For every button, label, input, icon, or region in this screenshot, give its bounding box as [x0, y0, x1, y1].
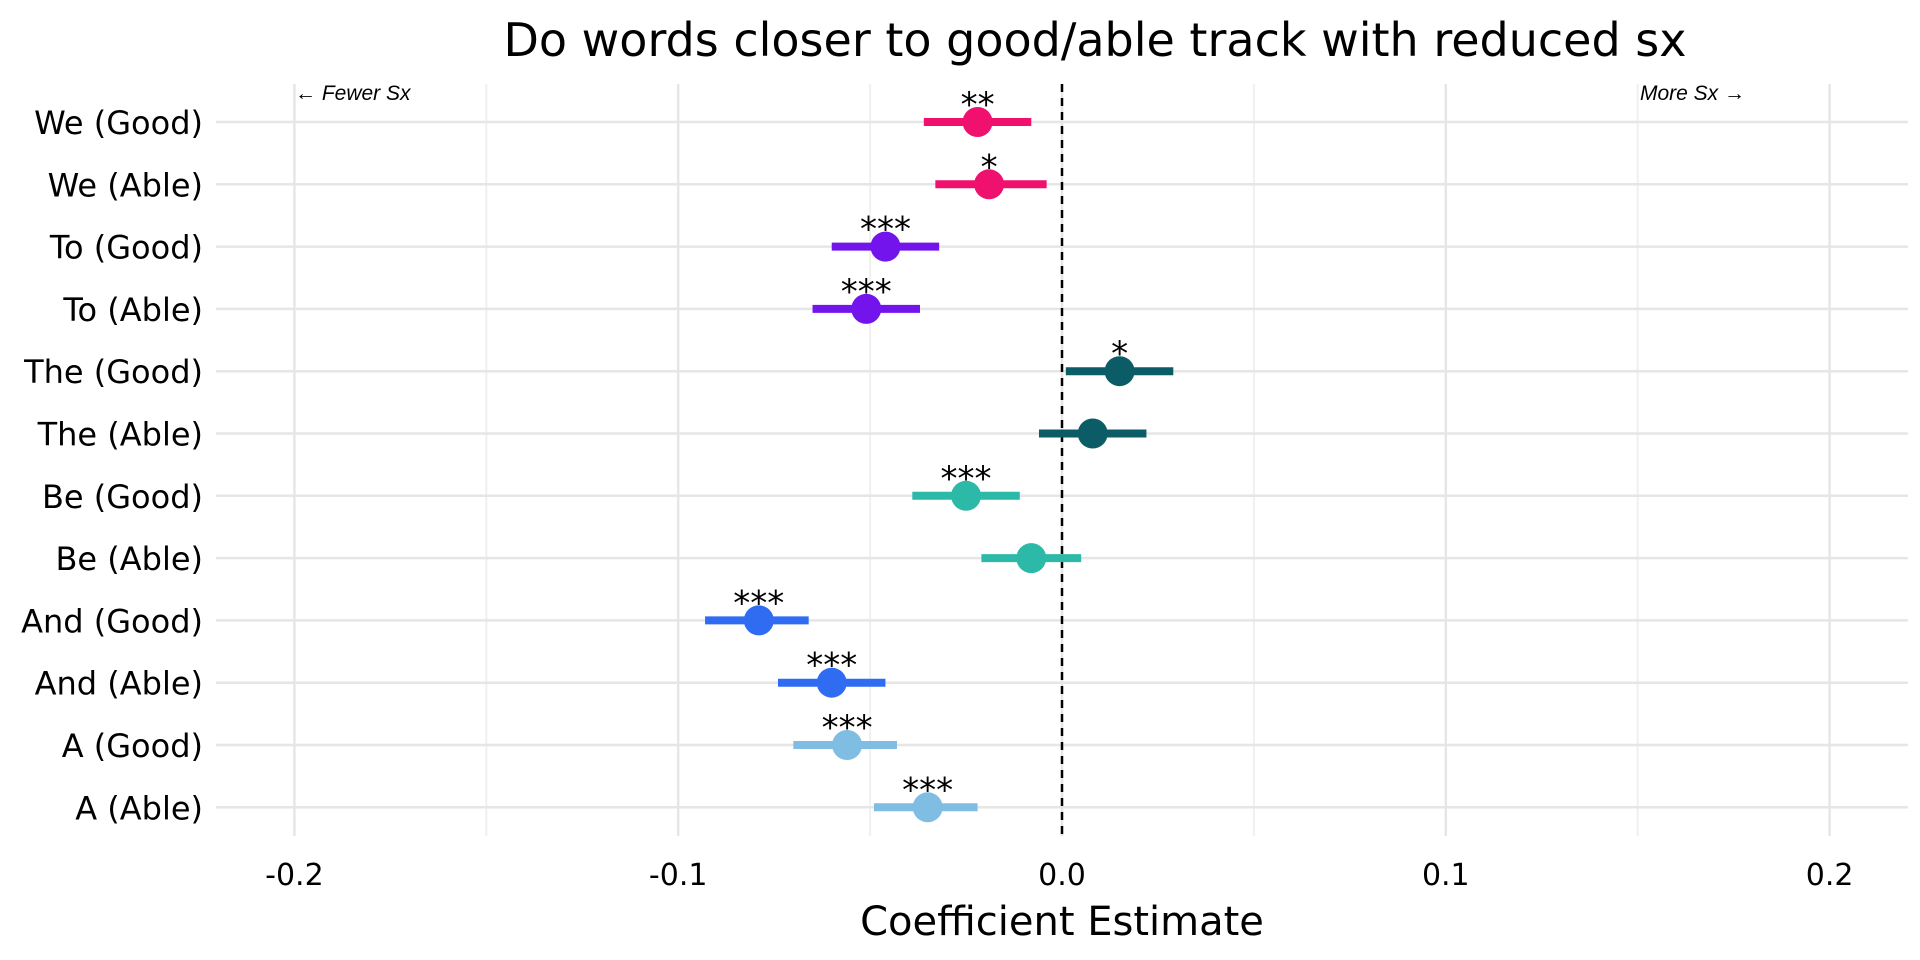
category-label-1: We (Able) [48, 166, 203, 204]
category-label-0: We (Good) [34, 104, 203, 142]
x-tick-label-1: -0.1 [649, 858, 708, 893]
significance-label-0: ** [961, 85, 995, 125]
category-label-10: A (Good) [62, 727, 203, 765]
category-label-5: The (Able) [37, 416, 203, 454]
significance-label-9: *** [806, 646, 857, 686]
minor-gridlines [485, 84, 1639, 836]
estimate-point-11 [912, 792, 943, 823]
significance-label-2: *** [860, 210, 911, 250]
estimate-point-4 [1104, 356, 1135, 387]
x-tick-label-2: 0.0 [1038, 858, 1086, 893]
estimate-point-2 [870, 231, 901, 262]
category-label-8: And (Good) [21, 602, 203, 640]
significance-label-11: *** [902, 770, 953, 810]
chart-title: Do words closer to good/able track with … [504, 13, 1687, 67]
x-tick-labels: -0.2 -0.1 0.0 0.1 0.2 [265, 858, 1853, 893]
annotation-more-sx: More Sx → [1640, 82, 1745, 105]
category-label-6: Be (Good) [42, 478, 203, 516]
estimate-point-6 [951, 480, 982, 511]
estimate-point-1 [974, 169, 1005, 200]
significance-label-1: * [981, 147, 998, 187]
estimate-point-5 [1077, 418, 1108, 449]
category-label-2: To (Good) [49, 229, 203, 267]
estimate-point-0 [962, 107, 993, 137]
x-tick-label-4: 0.2 [1806, 858, 1854, 893]
category-labels: We (Good) We (Able) To (Good) To (Able) The … [21, 104, 203, 827]
significance-label-4: * [1111, 334, 1128, 374]
x-tick-label-0: -0.2 [265, 858, 324, 893]
category-label-4: The (Good) [23, 353, 203, 391]
major-gridlines [293, 84, 1831, 836]
x-axis-title: Coefficient Estimate [860, 899, 1264, 945]
significance-label-10: *** [822, 708, 873, 748]
estimate-point-8 [743, 605, 774, 636]
data-marks: ************************* [705, 85, 1174, 823]
significance-label-8: *** [733, 583, 784, 623]
estimate-point-7 [1016, 543, 1047, 574]
estimate-point-10 [832, 730, 863, 760]
estimate-point-9 [816, 667, 847, 698]
significance-label-6: *** [941, 459, 992, 499]
category-label-9: And (Able) [35, 665, 203, 703]
category-label-3: To (Able) [62, 291, 203, 329]
x-tick-label-3: 0.1 [1422, 858, 1470, 893]
annotation-fewer-sx: ← Fewer Sx [295, 82, 412, 105]
significance-label-3: *** [841, 272, 892, 312]
category-label-11: A (Able) [75, 789, 203, 827]
category-label-7: Be (Able) [55, 540, 203, 578]
estimate-point-3 [851, 293, 882, 324]
